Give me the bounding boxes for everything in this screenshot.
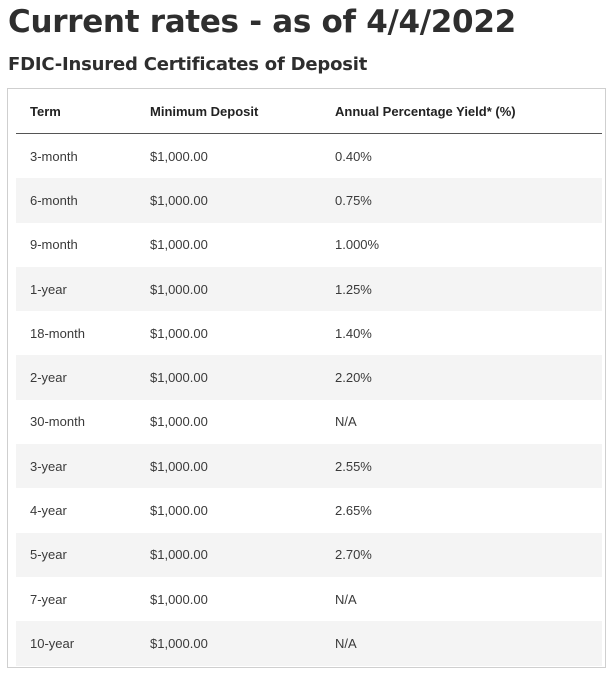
cell-minimum-deposit: $1,000.00 [150,591,208,607]
cell-apy: N/A [335,621,602,666]
cell-term: 2-year [16,355,150,400]
section-title: FDIC-Insured Certificates of Deposit [8,54,368,75]
cell-term: 18-month [30,325,85,341]
cell-term: 3-year [16,444,150,489]
cell-term: 9-month [30,237,78,253]
table-row: 9-month $1,000.00 1.000% [16,223,602,267]
cell-term: 7-year [30,591,67,607]
table-header-row: Term Minimum Deposit Annual Percentage Y… [16,89,602,134]
cell-apy: 1.25% [335,266,602,312]
cell-minimum-deposit: $1,000.00 [150,503,208,519]
cell-minimum-deposit: $1,000.00 [150,237,208,253]
header-apy: Annual Percentage Yield* (%) [335,89,602,134]
table-row: 2-year $1,000.00 2.20% [16,355,602,400]
cell-apy: N/A [335,591,357,607]
cell-apy: 0.40% [335,148,372,164]
table-row: 3-month $1,000.00 0.40% [16,134,602,179]
header-minimum-deposit: Minimum Deposit [150,89,335,134]
rates-table: Term Minimum Deposit Annual Percentage Y… [16,89,602,666]
cell-minimum-deposit: $1,000.00 [150,148,208,164]
table-row: 7-year $1,000.00 N/A [16,577,602,621]
cell-apy: 2.20% [335,355,602,400]
table-row: 30-month $1,000.00 N/A [16,400,602,444]
cell-minimum-deposit: $1,000.00 [150,444,335,489]
cell-apy: 2.70% [335,532,602,577]
cell-minimum-deposit: $1,000.00 [150,621,335,666]
cell-minimum-deposit: $1,000.00 [150,414,208,430]
cell-apy: N/A [335,414,357,430]
table-row: 10-year $1,000.00 N/A [16,621,602,666]
cell-minimum-deposit: $1,000.00 [150,266,335,312]
table-row: 4-year $1,000.00 2.65% [16,488,602,532]
cell-minimum-deposit: $1,000.00 [150,325,208,341]
cell-apy: 1.000% [335,237,380,253]
cell-minimum-deposit: $1,000.00 [150,178,335,223]
cell-term: 5-year [16,532,150,577]
rates-table-card: Term Minimum Deposit Annual Percentage Y… [7,88,606,668]
cell-minimum-deposit: $1,000.00 [150,532,335,577]
cell-term: 30-month [30,414,85,430]
table-row: 5-year $1,000.00 2.70% [16,532,602,577]
cell-apy: 2.65% [335,503,372,519]
table-row: 18-month $1,000.00 1.40% [16,311,602,355]
cell-term: 1-year [16,266,150,312]
table-row: 3-year $1,000.00 2.55% [16,444,602,489]
cell-apy: 2.55% [335,444,602,489]
cell-apy: 1.40% [335,325,372,341]
table-row: 1-year $1,000.00 1.25% [16,266,602,312]
cell-term: 6-month [16,178,150,223]
rates-table-body: 3-month $1,000.00 0.40% 6-month $1,000.00 0.7… [16,134,602,666]
cell-minimum-deposit: $1,000.00 [150,355,335,400]
cell-term: 3-month [30,148,78,164]
table-row: 6-month $1,000.00 0.75% [16,178,602,223]
header-term: Term [16,89,150,134]
page-title: Current rates - as of 4/4/2022 [8,4,516,40]
cell-apy: 0.75% [335,178,602,223]
cell-term: 10-year [16,621,150,666]
cell-term: 4-year [30,503,67,519]
